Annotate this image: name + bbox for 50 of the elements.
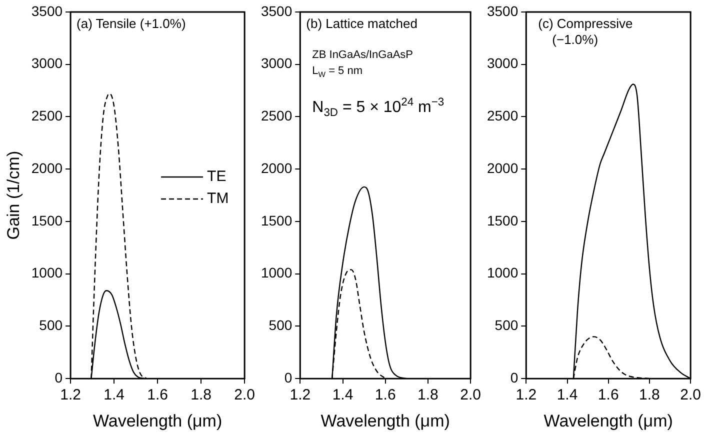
y-tick-label: 1500 [486, 212, 518, 228]
x-tick-label: 1.4 [104, 386, 124, 404]
legend-label: TE [207, 168, 226, 186]
y-tick-label: 0 [510, 369, 518, 386]
annotation: (b) Lattice matched [306, 16, 418, 31]
x-tick-label: 1.2 [60, 386, 81, 404]
annotation: (c) Compressive [538, 16, 633, 31]
y-tick-label: 3500 [260, 2, 292, 19]
x-tick-label: 1.6 [598, 386, 619, 404]
x-tick-label: 1.8 [190, 386, 212, 404]
x-tick-label: 1.8 [639, 386, 660, 404]
y-tick-label: 1000 [260, 264, 292, 281]
y-tick-label: 2000 [260, 160, 292, 176]
x-tick-label: 2.0 [234, 386, 256, 404]
y-tick-label: 500 [39, 317, 63, 334]
legend-label: TM [207, 190, 229, 208]
y-tick-label: 3000 [31, 55, 63, 72]
x-tick-label: 2.0 [680, 386, 702, 404]
y-tick-label: 500 [268, 317, 292, 334]
y-axis-title: Gain (1/cm) [4, 150, 23, 240]
x-tick-label: 1.8 [418, 386, 438, 404]
y-tick-label: 2000 [31, 160, 63, 176]
annotation: ZB InGaAs/InGaAsP [312, 49, 414, 61]
annotation: (a) Tensile (+1.0%) [76, 16, 186, 31]
annotation: (−1.0%) [552, 32, 598, 47]
x-axis-title: Wavelength (μm) [320, 411, 450, 430]
y-tick-label: 2500 [260, 108, 292, 124]
x-tick-label: 1.6 [374, 386, 396, 404]
x-axis-title: Wavelength (μm) [92, 411, 222, 430]
y-tick-label: 1500 [260, 212, 292, 228]
y-tick-label: 1000 [486, 264, 518, 281]
y-tick-label: 2000 [486, 160, 518, 176]
y-tick-label: 1000 [31, 264, 63, 281]
y-tick-label: 0 [284, 369, 292, 386]
x-tick-label: 1.2 [516, 386, 537, 404]
x-tick-label: 1.6 [147, 386, 168, 404]
x-tick-label: 1.2 [290, 386, 311, 404]
y-tick-label: 3000 [486, 55, 518, 72]
y-tick-label: 2500 [486, 108, 518, 124]
x-tick-label: 1.4 [332, 386, 354, 404]
y-tick-label: 3500 [486, 2, 518, 19]
x-tick-label: 2.0 [460, 386, 482, 404]
y-tick-label: 0 [54, 369, 63, 386]
x-tick-label: 1.4 [556, 386, 578, 404]
x-axis-title: Wavelength (μm) [544, 411, 673, 430]
y-tick-label: 500 [494, 317, 518, 334]
y-tick-label: 3000 [260, 55, 292, 72]
y-tick-label: 1500 [31, 212, 63, 228]
y-tick-label: 2500 [31, 108, 63, 124]
y-tick-label: 3500 [31, 2, 63, 19]
